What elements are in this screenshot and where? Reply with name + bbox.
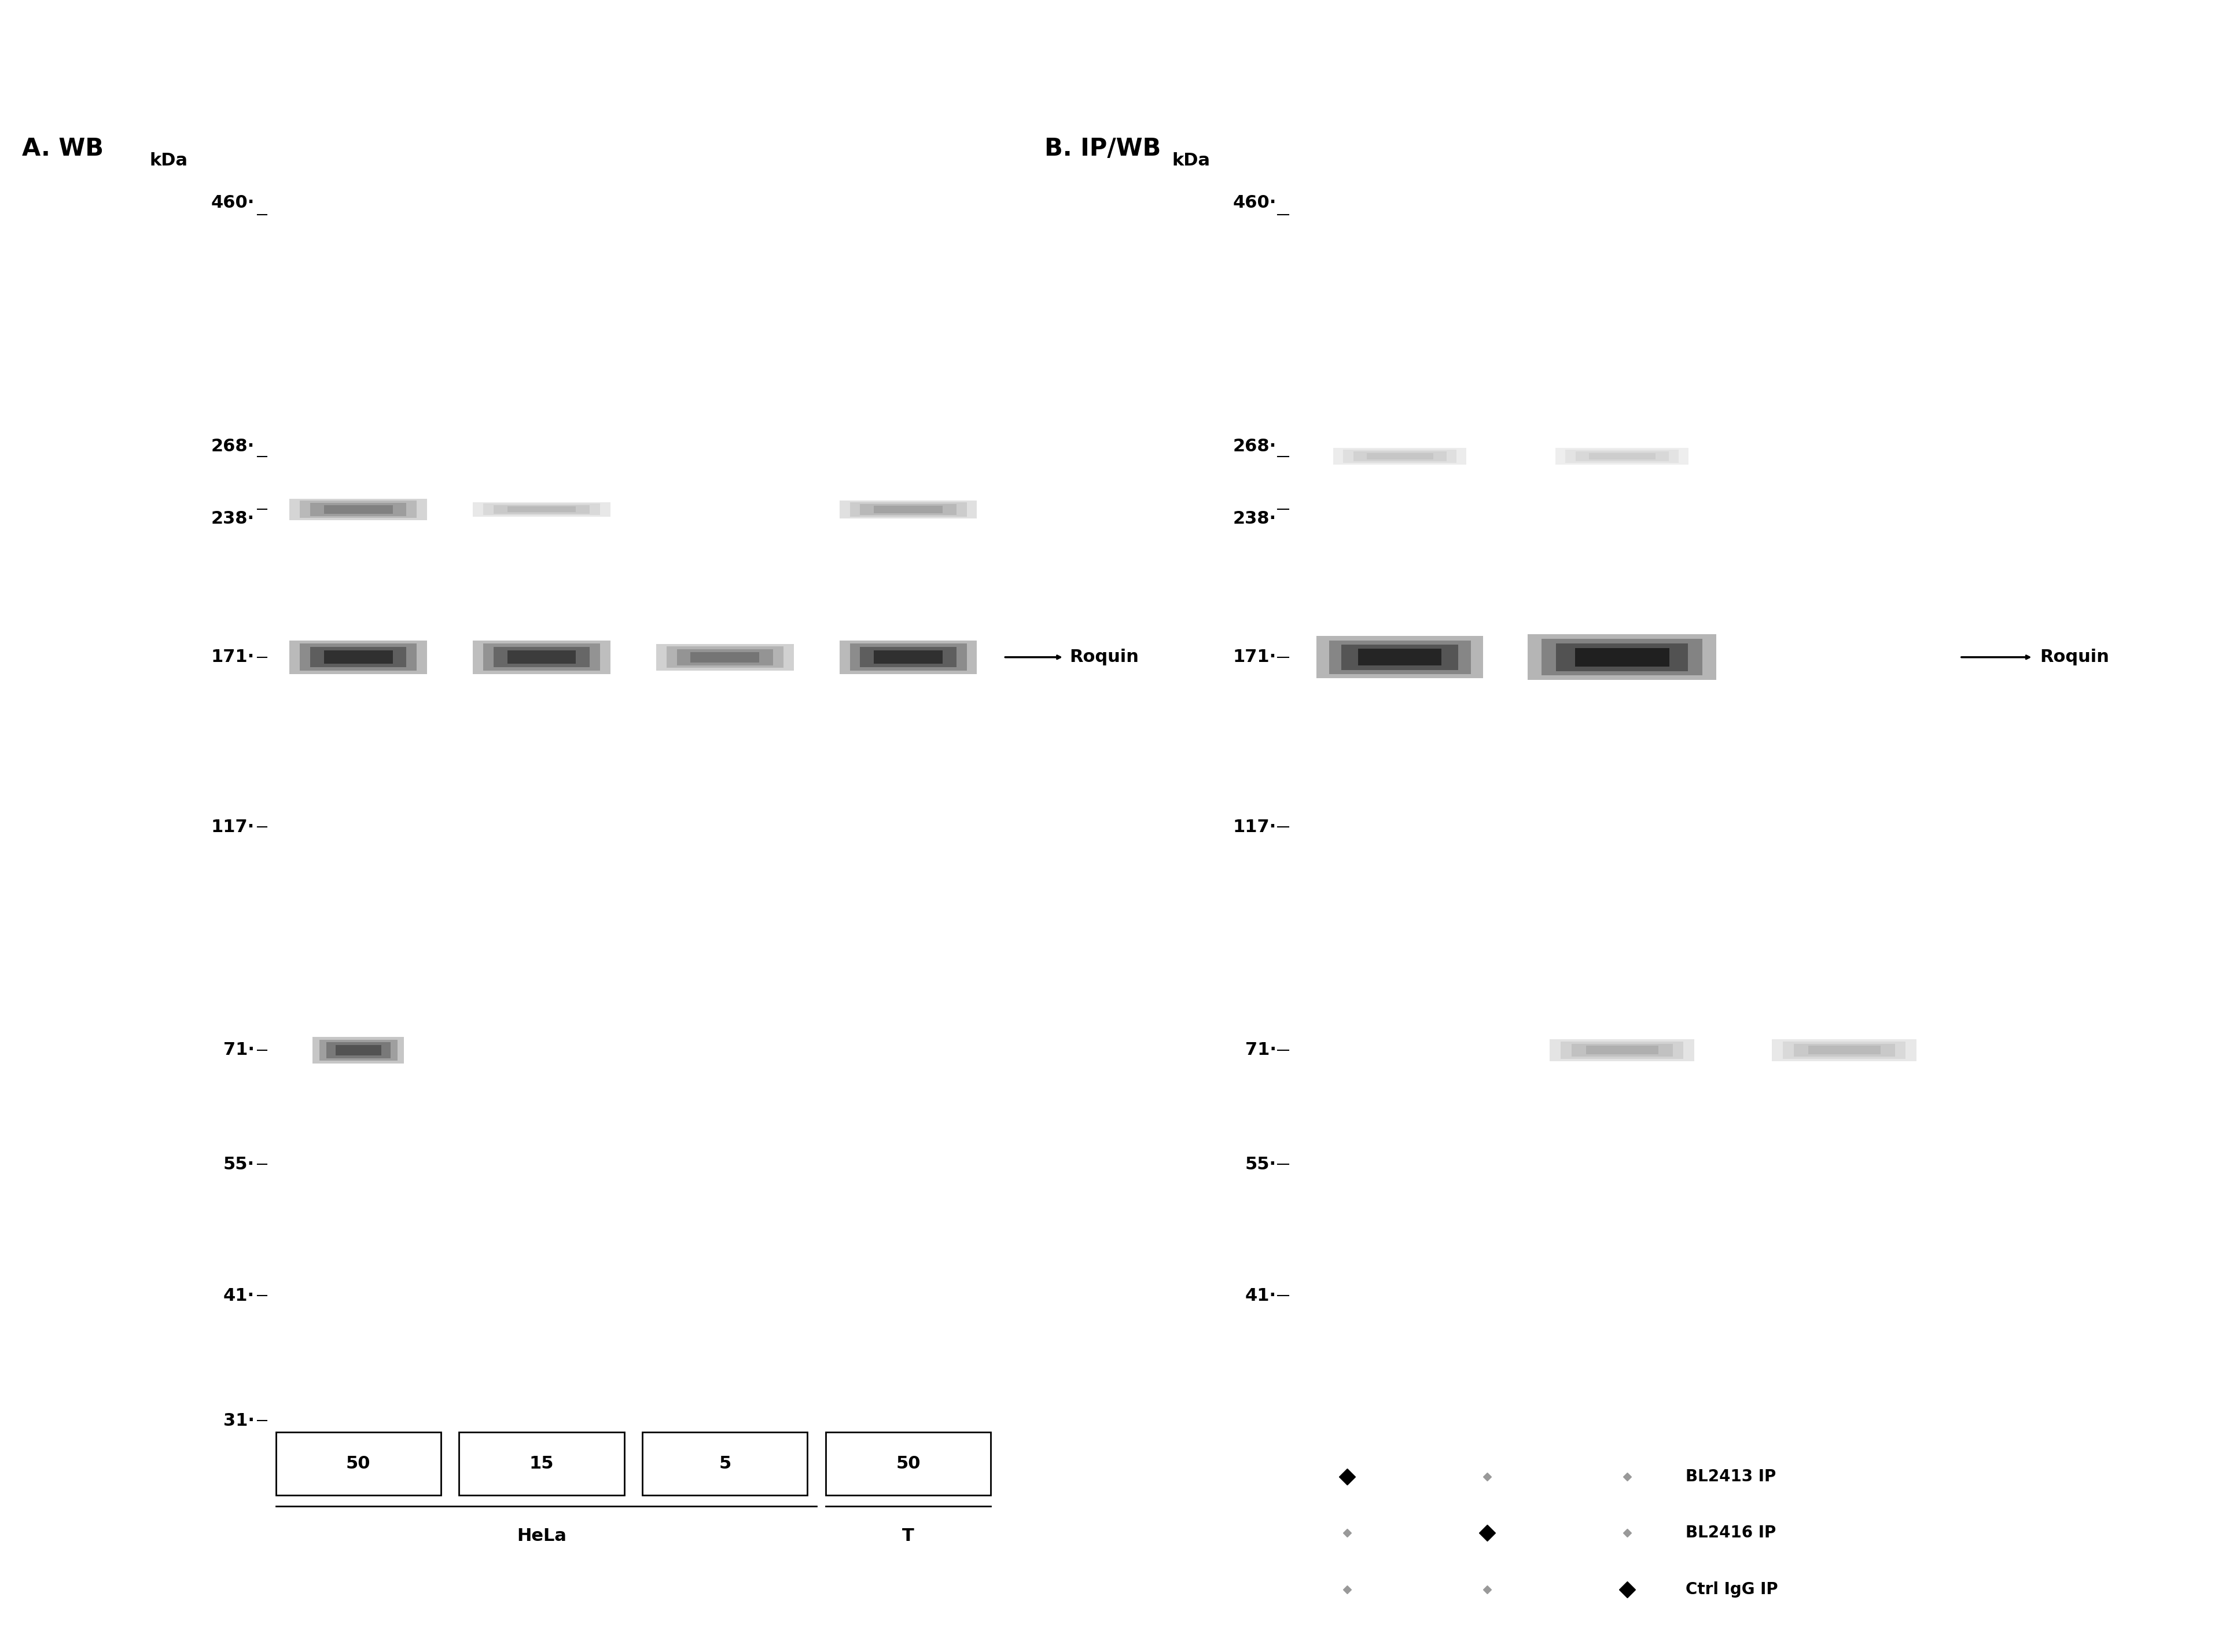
Bar bbox=[507, 651, 575, 664]
Bar bbox=[276, 1432, 440, 1495]
Bar bbox=[1587, 1046, 1658, 1054]
Text: A. WB: A. WB bbox=[22, 135, 104, 160]
Bar bbox=[678, 649, 773, 666]
Text: 55·: 55· bbox=[1244, 1156, 1275, 1173]
Bar bbox=[324, 506, 393, 514]
Bar bbox=[1555, 448, 1689, 464]
Bar bbox=[1542, 639, 1702, 676]
Text: kDa: kDa bbox=[149, 152, 189, 169]
Text: BL2413 IP: BL2413 IP bbox=[1684, 1469, 1775, 1485]
Bar bbox=[1333, 448, 1467, 464]
Bar bbox=[1342, 644, 1458, 669]
Bar bbox=[1560, 1041, 1684, 1059]
Bar bbox=[1353, 451, 1447, 461]
Text: T: T bbox=[902, 1528, 913, 1545]
Bar bbox=[1571, 1044, 1673, 1057]
Bar bbox=[289, 499, 427, 520]
Bar bbox=[1564, 449, 1680, 463]
Bar bbox=[1575, 451, 1669, 461]
Bar bbox=[289, 641, 427, 674]
Text: 50: 50 bbox=[347, 1455, 371, 1472]
Bar bbox=[860, 504, 955, 515]
Bar bbox=[320, 1039, 398, 1061]
Text: BL2416 IP: BL2416 IP bbox=[1684, 1525, 1775, 1541]
Text: 5: 5 bbox=[718, 1455, 731, 1472]
Bar bbox=[473, 502, 611, 517]
Bar bbox=[1367, 453, 1433, 459]
Text: 55·: 55· bbox=[222, 1156, 253, 1173]
Bar bbox=[1589, 453, 1655, 459]
Bar bbox=[840, 641, 978, 674]
Text: Roquin: Roquin bbox=[1069, 649, 1140, 666]
Bar bbox=[849, 644, 967, 671]
Bar bbox=[1782, 1041, 1906, 1059]
Text: 117·: 117· bbox=[211, 818, 253, 836]
Text: 238·: 238· bbox=[211, 510, 253, 527]
Bar bbox=[460, 1432, 624, 1495]
Text: kDa: kDa bbox=[1171, 152, 1211, 169]
Text: 460·: 460· bbox=[211, 195, 253, 211]
Bar bbox=[849, 502, 967, 517]
Bar bbox=[840, 501, 978, 519]
Bar bbox=[1793, 1044, 1895, 1057]
Bar bbox=[860, 648, 955, 667]
Text: 50: 50 bbox=[895, 1455, 920, 1472]
Text: 31·: 31· bbox=[222, 1412, 253, 1429]
Bar bbox=[473, 641, 611, 674]
Text: 41·: 41· bbox=[222, 1287, 253, 1303]
Bar bbox=[873, 651, 942, 664]
Text: 268·: 268· bbox=[1233, 438, 1275, 454]
Bar bbox=[300, 644, 418, 671]
Bar bbox=[1342, 449, 1458, 463]
Bar bbox=[311, 502, 407, 515]
Bar bbox=[1329, 641, 1471, 674]
Text: 460·: 460· bbox=[1233, 195, 1275, 211]
Text: B. IP/WB: B. IP/WB bbox=[1044, 135, 1160, 160]
Bar bbox=[1809, 1046, 1880, 1054]
Bar bbox=[691, 653, 760, 662]
Text: 71·: 71· bbox=[222, 1042, 253, 1059]
Bar bbox=[1549, 1039, 1693, 1061]
Bar bbox=[313, 1037, 404, 1064]
Text: 41·: 41· bbox=[1244, 1287, 1275, 1303]
Bar bbox=[642, 1432, 807, 1495]
Bar bbox=[1358, 649, 1442, 666]
Text: Roquin: Roquin bbox=[2040, 649, 2109, 666]
Bar bbox=[300, 501, 418, 519]
Bar bbox=[507, 507, 575, 512]
Bar bbox=[873, 506, 942, 514]
Bar bbox=[336, 1046, 382, 1056]
Bar bbox=[493, 648, 589, 667]
Bar bbox=[1575, 648, 1669, 666]
Text: 71·: 71· bbox=[1244, 1042, 1275, 1059]
Text: 171·: 171· bbox=[1233, 649, 1275, 666]
Text: 268·: 268· bbox=[211, 438, 253, 454]
Bar bbox=[1529, 634, 1715, 681]
Bar bbox=[1771, 1039, 1915, 1061]
Bar bbox=[1555, 644, 1689, 671]
Bar bbox=[1315, 636, 1484, 679]
Text: 15: 15 bbox=[529, 1455, 553, 1472]
Bar bbox=[667, 646, 784, 667]
Text: 117·: 117· bbox=[1233, 818, 1275, 836]
Bar bbox=[493, 506, 589, 514]
Bar bbox=[482, 644, 600, 671]
Bar bbox=[482, 504, 600, 515]
Bar bbox=[655, 644, 793, 671]
Bar bbox=[327, 1042, 391, 1059]
Text: 171·: 171· bbox=[211, 649, 253, 666]
Bar bbox=[311, 648, 407, 667]
Bar bbox=[827, 1432, 991, 1495]
Text: Ctrl IgG IP: Ctrl IgG IP bbox=[1684, 1581, 1778, 1597]
Text: HeLa: HeLa bbox=[518, 1528, 567, 1545]
Bar bbox=[324, 651, 393, 664]
Text: 238·: 238· bbox=[1233, 510, 1275, 527]
